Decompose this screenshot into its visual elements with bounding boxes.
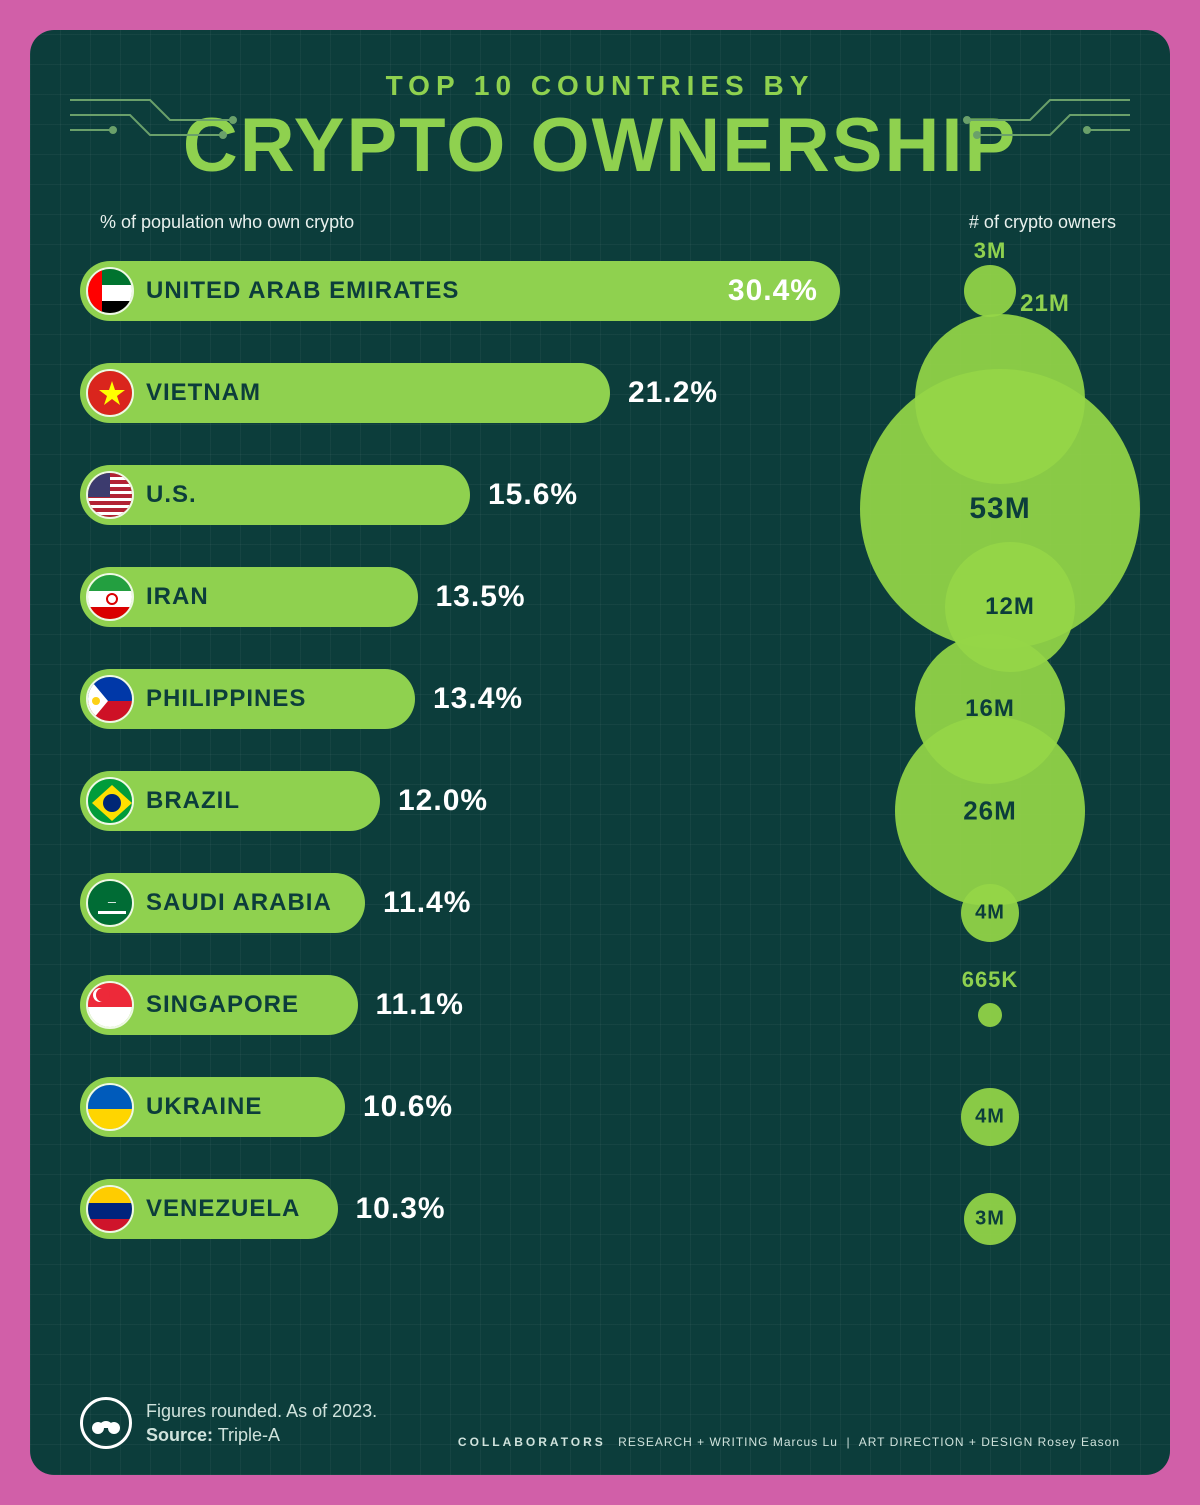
percentage-value: 13.5% [436, 555, 526, 639]
source-value: Triple-A [218, 1425, 280, 1445]
percentage-value: 13.4% [433, 657, 523, 741]
collaborators-label: COLLABORATORS [458, 1435, 606, 1449]
country-row: U.S. 15.6% [80, 453, 840, 537]
country-row: UNITED ARAB EMIRATES 30.4% [80, 249, 840, 333]
percentage-value: 10.6% [363, 1065, 453, 1149]
country-row: UKRAINE 10.6% [80, 1065, 840, 1149]
column-headers: % of population who own crypto # of cryp… [80, 212, 1120, 233]
country-name: SINGAPORE [146, 963, 299, 1047]
percentage-value: 10.3% [356, 1167, 446, 1251]
percentage-bar [80, 465, 470, 525]
country-name: VIETNAM [146, 351, 261, 435]
owners-count: 4M [975, 1106, 1005, 1129]
owners-count: 26M [963, 796, 1017, 827]
header: TOP 10 COUNTRIES BY CRYPTO OWNERSHIP [80, 70, 1120, 182]
percentage-value: 11.4% [383, 861, 471, 945]
owners-bubble: 4M [961, 1088, 1019, 1146]
flag-icon [86, 1083, 134, 1131]
bars-container: UNITED ARAB EMIRATES 30.4% VIETNAM 21.2% U.S… [80, 249, 840, 1269]
art-label: ART DIRECTION + DESIGN [859, 1435, 1034, 1449]
research-name: Marcus Lu [773, 1435, 838, 1449]
country-name: U.S. [146, 453, 197, 537]
circuit-decoration-left [70, 80, 240, 150]
owners-count: 21M [1020, 290, 1070, 318]
source-logo-icon [80, 1397, 132, 1449]
research-label: RESEARCH + WRITING [618, 1435, 768, 1449]
owners-bubble: 3M [964, 1193, 1016, 1245]
country-row: IRAN 13.5% [80, 555, 840, 639]
percentage-value: 21.2% [628, 351, 718, 435]
flag-icon [86, 1185, 134, 1233]
country-row: ـــ SAUDI ARABIA 11.4% [80, 861, 840, 945]
percentage-value: 12.0% [398, 759, 488, 843]
owners-bubble: 3M [964, 265, 1016, 317]
owners-count: 3M [974, 238, 1007, 264]
country-name: SAUDI ARABIA [146, 861, 332, 945]
owners-bubble: 665K [978, 1003, 1002, 1027]
flag-icon: ـــ [86, 879, 134, 927]
country-row: PHILIPPINES 13.4% [80, 657, 840, 741]
owners-count: 3M [975, 1208, 1005, 1231]
flag-icon [86, 369, 134, 417]
owners-count: 12M [985, 593, 1035, 621]
footer: Figures rounded. As of 2023. Source: Tri… [80, 1397, 1120, 1449]
country-name: BRAZIL [146, 759, 240, 843]
owners-count: 53M [969, 492, 1030, 526]
footer-credits: COLLABORATORS RESEARCH + WRITING Marcus … [458, 1435, 1120, 1449]
flag-icon [86, 267, 134, 315]
country-row: BRAZIL 12.0% [80, 759, 840, 843]
country-row: VENEZUELA 10.3% [80, 1167, 840, 1251]
percentage-value: 30.4% [728, 249, 818, 333]
art-name: Rosey Eason [1038, 1435, 1120, 1449]
country-name: IRAN [146, 555, 209, 639]
owners-count: 665K [962, 967, 1019, 993]
right-column-header: # of crypto owners [969, 212, 1116, 233]
flag-icon [86, 675, 134, 723]
chart-area: UNITED ARAB EMIRATES 30.4% VIETNAM 21.2% U.S… [80, 249, 1120, 1289]
source-label: Source: [146, 1425, 213, 1445]
owners-bubble: 4M [961, 884, 1019, 942]
country-row: SINGAPORE 11.1% [80, 963, 840, 1047]
owners-bubble: 26M [895, 716, 1085, 906]
owners-count: 4M [975, 902, 1005, 925]
country-name: UNITED ARAB EMIRATES [146, 249, 459, 333]
bubble-circle [978, 1003, 1002, 1027]
footer-left: Figures rounded. As of 2023. Source: Tri… [80, 1397, 377, 1449]
flag-icon [86, 981, 134, 1029]
bubble-circle [964, 265, 1016, 317]
footer-note-line: Figures rounded. As of 2023. [146, 1399, 377, 1423]
country-name: UKRAINE [146, 1065, 262, 1149]
flag-icon [86, 777, 134, 825]
infographic-card: TOP 10 COUNTRIES BY CRYPTO OWNERSHIP % o… [30, 30, 1170, 1475]
flag-icon [86, 573, 134, 621]
svg-text:ـــ: ـــ [107, 895, 116, 905]
left-column-header: % of population who own crypto [100, 212, 354, 233]
country-row: VIETNAM 21.2% [80, 351, 840, 435]
country-name: PHILIPPINES [146, 657, 306, 741]
flag-icon [86, 471, 134, 519]
percentage-value: 15.6% [488, 453, 578, 537]
country-name: VENEZUELA [146, 1167, 300, 1251]
bubbles-container: 3M21M53M12M16M26M4M665K4M3M [860, 249, 1120, 1289]
footer-note: Figures rounded. As of 2023. Source: Tri… [146, 1399, 377, 1448]
percentage-value: 11.1% [376, 963, 464, 1047]
circuit-decoration-right [960, 80, 1130, 150]
